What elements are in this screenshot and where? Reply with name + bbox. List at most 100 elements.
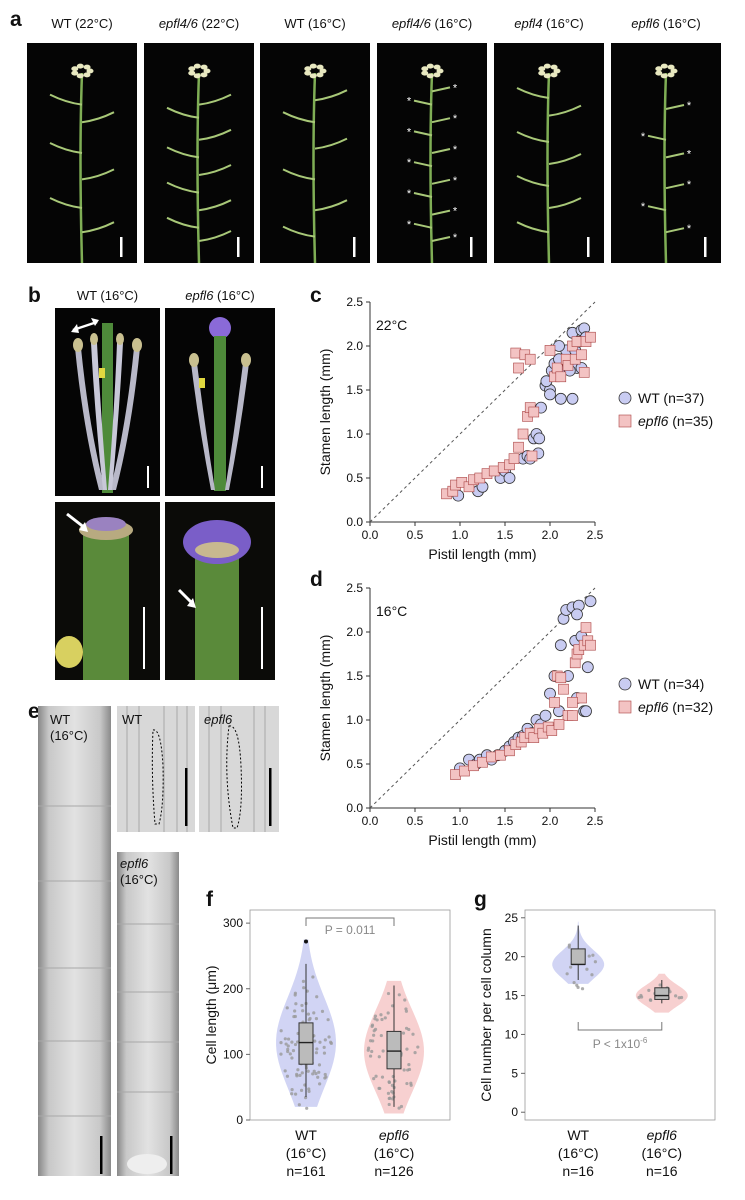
- x-tick-label: 2.5: [587, 528, 604, 542]
- data-point-epfl6: [544, 345, 556, 356]
- significance-bracket: [577, 1022, 663, 1031]
- x-category-label-epfl6: epfl6: [379, 1127, 410, 1143]
- jitter-point: [290, 1087, 294, 1092]
- photo-epfl6-cell-inset: [199, 706, 279, 832]
- data-point-epfl6: [585, 639, 596, 651]
- jitter-point: [640, 995, 644, 999]
- jitter-point: [405, 1081, 409, 1086]
- panel-a-label-6: epfl6 (16°C): [631, 16, 701, 31]
- y-tick-label: 2.0: [346, 625, 363, 639]
- data-point-wt: [580, 705, 592, 718]
- data-point-epfl6: [585, 331, 596, 343]
- jitter-point: [294, 1002, 298, 1006]
- data-point-wt: [571, 608, 583, 621]
- jitter-point: [390, 1083, 395, 1087]
- jitter-point: [279, 1041, 283, 1045]
- plot-frame: [249, 909, 451, 1121]
- jitter-point: [311, 975, 315, 979]
- asterisk-mark: *: [407, 96, 412, 108]
- jitter-point: [677, 996, 681, 1000]
- data-point-epfl6: [477, 756, 488, 768]
- data-point-epfl6: [555, 371, 567, 383]
- jitter-point: [326, 1018, 330, 1022]
- jitter-point: [279, 1052, 283, 1056]
- p-value-label: P < 1x10-6: [593, 1036, 648, 1051]
- jitter-point: [329, 1040, 333, 1044]
- data-point-epfl6: [576, 349, 587, 361]
- jitter-point: [320, 1009, 325, 1013]
- jitter-point: [373, 1014, 378, 1018]
- x-category-label-wt: WT: [567, 1127, 589, 1143]
- panel-a-label-3: WT (16°C): [284, 16, 346, 31]
- data-point-epfl6: [549, 697, 560, 708]
- data-point-epfl6: [551, 362, 563, 374]
- x-tick-label: 2.0: [542, 528, 559, 542]
- jitter-point: [399, 1104, 404, 1109]
- jitter-point: [312, 1069, 316, 1073]
- legend-label-wt: WT (n=37): [638, 390, 704, 406]
- jitter-point: [323, 1076, 327, 1080]
- data-point-wt: [554, 392, 567, 405]
- panel-a-label-2: epfl4/6 (22°C): [158, 16, 240, 31]
- identity-line: [369, 587, 596, 809]
- jitter-point: [315, 1047, 319, 1051]
- data-point-epfl6: [488, 465, 500, 477]
- jitter-point: [313, 1039, 317, 1043]
- data-point-wt: [584, 595, 597, 608]
- jitter-point: [397, 993, 401, 997]
- jitter-point: [293, 1009, 297, 1013]
- jitter-point: [314, 1017, 319, 1021]
- jitter-point: [377, 1055, 381, 1059]
- jitter-point: [637, 995, 641, 1000]
- data-point-epfl6: [528, 406, 540, 418]
- jitter-point: [284, 1042, 288, 1046]
- panel-a-label-5: epfl4 (16°C): [514, 16, 584, 31]
- data-point-wt: [503, 472, 516, 484]
- jitter-point: [403, 998, 407, 1002]
- jitter-point: [587, 954, 591, 958]
- x-category-label-wt: n=16: [562, 1163, 594, 1179]
- x-category-label-epfl6: (16°C): [641, 1145, 682, 1161]
- data-point-epfl6: [526, 450, 538, 462]
- y-tick-label: 0.5: [346, 757, 363, 771]
- x-tick-label: 2.0: [542, 814, 559, 828]
- jitter-point: [279, 1029, 283, 1033]
- y-tick-label: 5: [511, 1066, 518, 1080]
- jitter-point: [379, 1033, 383, 1038]
- identity-line: [369, 301, 596, 523]
- photo-epfl6-flower: [165, 308, 275, 496]
- jitter-point: [386, 1091, 391, 1095]
- temperature-annotation: 16°C: [376, 603, 407, 619]
- legend-marker-epfl6: [618, 414, 632, 428]
- data-point-epfl6: [546, 725, 558, 736]
- jitter-point: [373, 1027, 378, 1031]
- x-category-label-epfl6: n=16: [646, 1163, 678, 1179]
- jitter-point: [404, 1009, 409, 1013]
- panel-a-photo-3: [260, 43, 370, 263]
- panel-letter-d: d: [310, 568, 323, 591]
- jitter-point: [315, 995, 319, 999]
- panel-a-photo-1: [27, 43, 137, 263]
- jitter-point: [317, 1063, 322, 1067]
- panel-letter-e: e: [28, 700, 40, 723]
- y-tick-label: 2.0: [346, 339, 363, 353]
- panel-e-inset-epfl6-label: epfl6: [204, 712, 233, 727]
- violin-chart-f: 0 100 200 300 Cell length (μm) WT (16°C) n=161 e…: [203, 909, 451, 1179]
- x-tick-label: 1.5: [497, 814, 514, 828]
- jitter-point: [306, 1069, 310, 1073]
- jitter-point: [307, 1089, 311, 1093]
- jitter-point: [593, 960, 597, 964]
- asterisk-mark: *: [453, 232, 458, 244]
- asterisk-mark: *: [641, 201, 646, 213]
- jitter-point: [375, 1018, 379, 1022]
- jitter-point: [647, 988, 651, 992]
- asterisk-mark: *: [453, 82, 458, 94]
- y-tick-label: 300: [223, 916, 243, 930]
- data-point-epfl6: [450, 769, 461, 780]
- y-tick-label: 1.0: [346, 427, 363, 441]
- jitter-point: [301, 1009, 305, 1013]
- panel-letter-a: a: [10, 8, 22, 31]
- jitter-point: [294, 1092, 298, 1096]
- jitter-point: [580, 987, 585, 991]
- jitter-point: [397, 1106, 401, 1110]
